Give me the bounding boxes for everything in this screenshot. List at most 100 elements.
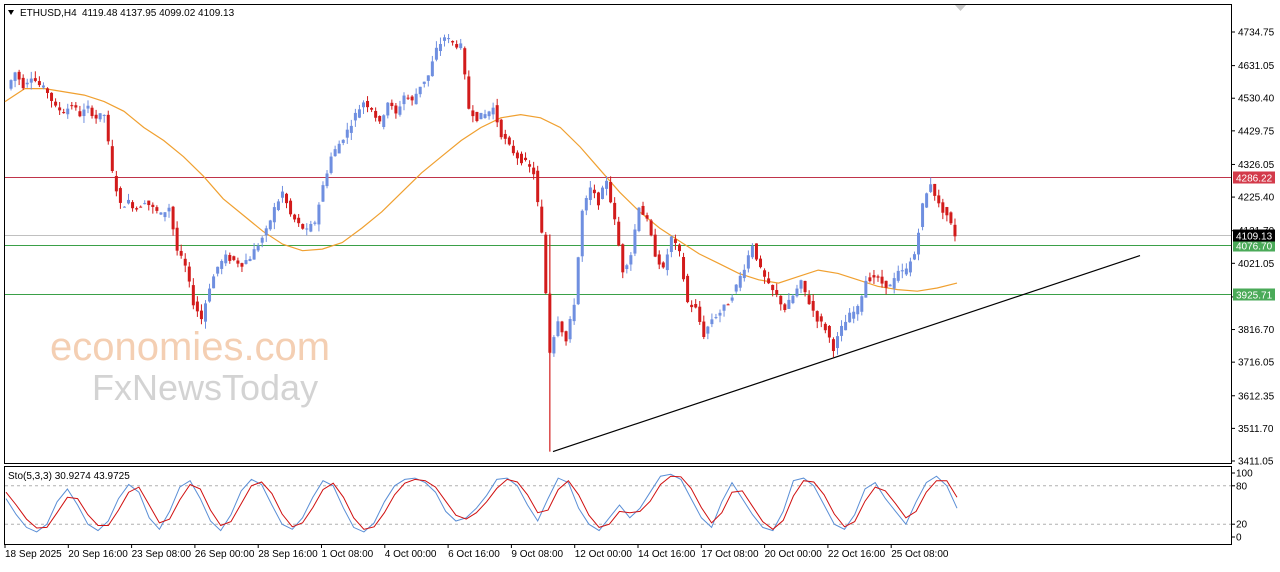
candle-bear (503, 133, 507, 139)
candle-bull (361, 102, 365, 108)
watermark-economies: economies.com (50, 325, 330, 369)
candle-bear (370, 107, 374, 110)
candle-bull (224, 254, 228, 264)
y-tick-label: 4326.05 (1238, 160, 1275, 171)
x-tick-label: 22 Oct 16:00 (828, 549, 886, 560)
candle-bear (463, 48, 467, 75)
candle-bull (122, 206, 126, 208)
candle-bull (398, 106, 402, 115)
y-tick-label: 4225.40 (1238, 193, 1275, 204)
candle-bear (807, 295, 811, 305)
candle-bear (673, 239, 677, 244)
candle-bear (775, 290, 779, 295)
ohlc-values: 4119.48 4137.95 4099.02 4109.13 (82, 8, 235, 19)
candle-bull (167, 207, 171, 212)
stochastic-label: Sto(5,3,3) 30.9274 43.9725 (8, 471, 130, 482)
candle-bull (212, 276, 216, 289)
candle-bull (264, 228, 268, 236)
candle-bear (366, 100, 370, 108)
candle-bear (649, 220, 653, 236)
triangle-down-icon[interactable] (8, 10, 14, 15)
candle-bear (783, 304, 787, 310)
y-tick-label: 3612.35 (1238, 391, 1275, 402)
candle-bull (357, 109, 361, 118)
candle-bull (402, 95, 406, 105)
candle-bull (208, 288, 212, 302)
candle-bear (191, 285, 195, 306)
candle-bull (601, 187, 605, 199)
watermark-fxnewstoday: FxNewsToday (92, 367, 318, 408)
candle-bear (819, 316, 823, 322)
candle-bull (921, 203, 925, 227)
candle-bull (317, 204, 321, 225)
candle-bear (455, 44, 459, 48)
candle-bear (58, 107, 62, 111)
ascending-trendline[interactable] (552, 254, 1141, 453)
candle-bull (840, 325, 844, 336)
candle-bear (621, 244, 625, 273)
level-label-bg (1233, 171, 1275, 184)
candle-bull (925, 193, 929, 208)
candle-bear (62, 112, 66, 114)
y-tick-label: 4021.05 (1238, 259, 1275, 270)
candle-bull (341, 139, 345, 143)
candle-bull (256, 245, 260, 251)
candle-bear (135, 208, 139, 210)
candle-bull (82, 109, 86, 117)
chart-shift-marker-icon[interactable] (955, 5, 966, 11)
candle-bear (179, 250, 183, 256)
candle-bear (726, 304, 730, 306)
candle-bear (45, 88, 49, 93)
candle-bull (430, 61, 434, 77)
candle-bull (896, 270, 900, 281)
candle-bear (410, 96, 414, 101)
candle-bull (556, 321, 560, 336)
candle-bear (937, 195, 941, 204)
candle-bear (94, 114, 98, 119)
candle-bull (9, 80, 13, 89)
y-tick-label: 3511.70 (1238, 424, 1274, 435)
candle-bull (382, 115, 386, 127)
candle-bull (309, 224, 313, 232)
candle-bear (933, 183, 937, 196)
candle-bear (114, 175, 118, 192)
candle-bear (147, 200, 151, 206)
candle-bull (434, 47, 438, 60)
candle-bull (844, 321, 848, 331)
candle-bull (276, 201, 280, 211)
candle-bull (568, 319, 572, 340)
candle-bear (564, 331, 568, 342)
candle-bear (475, 111, 479, 121)
candle-bear (78, 111, 82, 117)
candle-bull (904, 268, 908, 275)
y-tick-label: 4734.75 (1238, 28, 1275, 39)
time-axis: 18 Sep 2025 20 Sep 16:00 23 Sep 08:00 26 Se… (4, 544, 949, 560)
candle-bear (519, 153, 523, 164)
candle-bull (892, 278, 896, 289)
candle-bear (868, 277, 872, 282)
moving-average (4, 88, 958, 292)
candle-bear (199, 310, 203, 320)
candle-bull (835, 336, 839, 349)
sto-tick-label: 0 (1236, 533, 1242, 544)
stochastic-signal-line (5, 475, 958, 530)
candle-bear (823, 323, 827, 331)
candle-bull (742, 269, 746, 279)
candle-bull (325, 173, 329, 187)
candlesticks (9, 34, 957, 452)
candle-bull (738, 275, 742, 288)
current-price-label-bg (1233, 229, 1275, 242)
candle-bull (929, 184, 933, 192)
candle-bull (576, 257, 580, 305)
candle-bear (763, 270, 767, 277)
candle-bear (118, 188, 122, 203)
stochastic-main-line (5, 473, 958, 533)
x-tick-label: 23 Sep 08:00 (132, 549, 192, 560)
candle-bear (183, 258, 187, 266)
candle-bear (499, 119, 503, 138)
candle-bear (378, 116, 382, 122)
sto-tick-label: 20 (1236, 520, 1248, 531)
y-tick-label: 4530.40 (1238, 94, 1275, 105)
candle-bear (374, 110, 378, 118)
